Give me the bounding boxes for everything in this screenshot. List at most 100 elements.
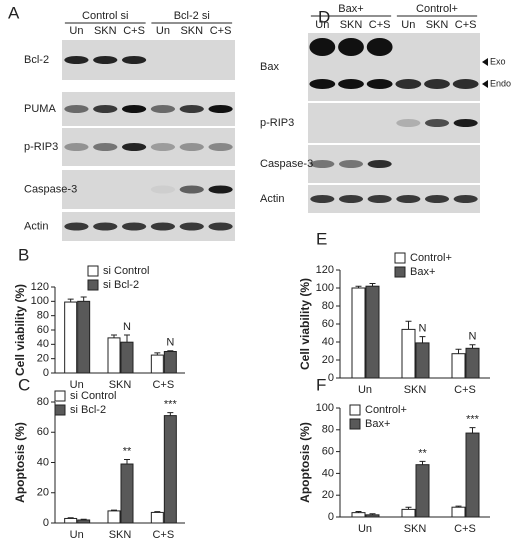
band — [366, 79, 393, 89]
bar — [150, 354, 164, 374]
band — [150, 105, 176, 113]
lane-label: Un — [69, 25, 83, 37]
panel-label: C — [18, 375, 30, 394]
legend-swatch — [54, 390, 66, 402]
band — [424, 79, 450, 89]
error-bar — [167, 350, 174, 352]
band — [208, 222, 233, 231]
legend-swatch — [349, 404, 361, 416]
lane-label: C+S — [369, 19, 391, 31]
legend-swatch — [394, 266, 406, 278]
bar — [163, 415, 177, 524]
band — [121, 222, 147, 231]
x-tick-label: Un — [70, 529, 84, 541]
band — [93, 105, 118, 113]
row-label: Caspase-3 — [260, 158, 313, 170]
lane-label: C+S — [210, 25, 232, 37]
band — [396, 119, 421, 127]
y-tick-label: 60 — [322, 446, 334, 458]
error-bar — [369, 283, 376, 287]
annotation: *** — [466, 414, 480, 426]
band — [338, 38, 364, 56]
bar — [107, 337, 121, 374]
y-tick-label: 20 — [322, 489, 334, 501]
bar — [465, 432, 480, 518]
bar — [451, 353, 466, 379]
bar — [120, 341, 134, 374]
lane-label: SKN — [426, 19, 449, 31]
bar — [365, 514, 380, 518]
x-tick-label: Un — [358, 384, 372, 396]
error-bar — [355, 285, 362, 288]
band — [208, 185, 233, 194]
error-bar — [455, 348, 462, 354]
blot-background — [62, 212, 235, 241]
x-tick-label: Un — [70, 379, 84, 391]
y-tick-label: 40 — [322, 467, 334, 479]
y-tick-label: 0 — [43, 517, 49, 529]
legend-label: si Bcl-2 — [70, 404, 106, 416]
annotation: ** — [123, 445, 132, 457]
y-tick-label: 120 — [31, 281, 49, 293]
blot-background — [62, 92, 235, 126]
bar — [77, 519, 91, 524]
error-bar — [455, 505, 462, 508]
band — [309, 38, 336, 56]
y-tick-label: 100 — [31, 295, 49, 307]
bar — [163, 351, 177, 374]
band — [309, 79, 336, 89]
panel-label: A — [8, 3, 20, 22]
bar — [415, 342, 430, 379]
y-tick-label: 40 — [37, 456, 49, 468]
bar — [120, 463, 134, 524]
band — [121, 143, 147, 151]
band — [93, 56, 118, 64]
band — [64, 222, 89, 231]
legend-swatch — [87, 279, 99, 291]
y-tick-label: 80 — [37, 310, 49, 322]
row-label: Actin — [260, 193, 284, 205]
marker-arrow — [482, 58, 488, 66]
y-tick-label: 20 — [37, 487, 49, 499]
x-tick-label: C+S — [152, 379, 174, 391]
legend-label: Control+ — [365, 404, 407, 416]
legend-label: Bax+ — [365, 418, 390, 430]
band — [396, 195, 421, 203]
x-tick-label: C+S — [152, 529, 174, 541]
legend-swatch — [394, 252, 406, 264]
lane-label: C+S — [455, 19, 477, 31]
lane-label: SKN — [180, 25, 203, 37]
band — [453, 195, 478, 203]
lane-label: Un — [401, 19, 415, 31]
band — [179, 143, 204, 151]
band — [338, 195, 364, 203]
error-bar — [405, 320, 412, 330]
y-tick-label: 60 — [37, 324, 49, 336]
row-label: Bax — [260, 61, 279, 73]
band — [121, 56, 147, 64]
x-tick-label: C+S — [454, 523, 476, 535]
annotation: *** — [164, 398, 178, 410]
row-label: p-RIP3 — [24, 141, 58, 153]
group-label: Bcl-2 si — [174, 10, 210, 22]
legend-swatch — [54, 404, 66, 416]
row-label: Bcl-2 — [24, 54, 49, 66]
y-tick-label: 80 — [322, 424, 334, 436]
row-label: Actin — [24, 220, 48, 232]
band — [367, 160, 392, 168]
y-tick-label: 100 — [316, 282, 334, 294]
bar — [401, 328, 416, 379]
band — [424, 195, 450, 203]
legend-label: si Control — [70, 390, 116, 402]
row-label: PUMA — [24, 103, 56, 115]
band — [452, 79, 479, 89]
band — [366, 38, 393, 56]
band — [453, 119, 478, 127]
x-tick-label: SKN — [109, 379, 132, 391]
band — [179, 185, 204, 194]
bar — [365, 285, 380, 379]
legend-label: Bax+ — [410, 266, 435, 278]
blot-background — [62, 170, 235, 209]
y-tick-label: 0 — [43, 367, 49, 379]
group-label: Control+ — [416, 3, 458, 15]
